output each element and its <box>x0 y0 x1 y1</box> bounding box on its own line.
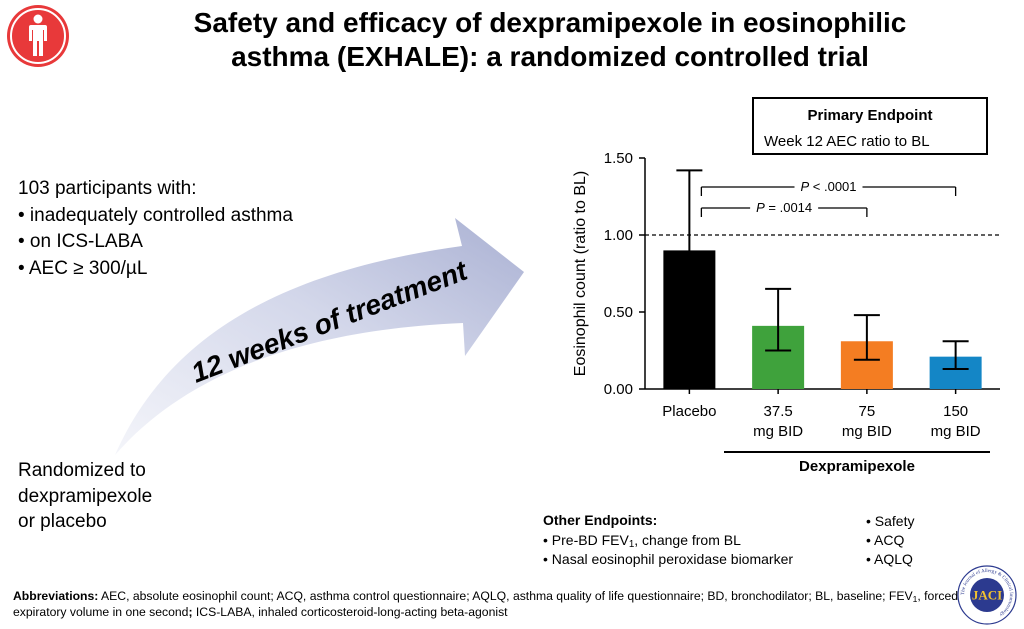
p-value-label: P = .0014 <box>756 200 812 215</box>
other-endpoint-item: • AQLQ <box>866 551 913 567</box>
title-line-2: asthma (EXHALE): a randomized controlled… <box>231 41 869 72</box>
x-tick-label: 37.5 <box>764 403 793 420</box>
x-tick-label: 150 <box>943 403 968 420</box>
randomization-line: or placebo <box>18 511 107 532</box>
x-tick-label: 75 <box>859 403 876 420</box>
primary-endpoint-title: Primary Endpoint <box>807 107 933 124</box>
dexpramipexole-group-label: Dexpramipexole <box>799 458 915 475</box>
page-title: Safety and efficacy of dexpramipexole in… <box>140 6 960 74</box>
participant-criterion: • inadequately controlled asthma <box>18 204 293 226</box>
person-icon <box>7 5 69 67</box>
randomization-line: Randomized to <box>18 460 146 481</box>
x-tick-label: mg BID <box>842 423 892 440</box>
x-tick-label: mg BID <box>753 423 803 440</box>
y-tick-label: 0.00 <box>604 381 633 398</box>
other-endpoints-right-list: • Safety • ACQ • AQLQ <box>866 512 914 569</box>
x-tick-label: mg BID <box>931 423 981 440</box>
randomization-text: Randomized to dexpramipexole or placebo <box>18 458 152 535</box>
y-tick-label: 1.50 <box>604 150 633 167</box>
randomization-line: dexpramipexole <box>18 485 153 507</box>
other-endpoint-item: • Pre-BD FEV1, change from BL <box>543 532 741 550</box>
primary-endpoint-text: Week 12 AEC ratio to BL <box>764 133 930 150</box>
title-line-1: Safety and efficacy of dexpramipexole in… <box>193 7 907 38</box>
other-endpoint-item: • Nasal eosinophil peroxidase biomarker <box>543 551 794 567</box>
dexpramipexole-group-line <box>724 451 990 453</box>
other-endpoints-list: • Pre-BD FEV1, change from BL • Nasal eo… <box>543 531 793 569</box>
other-endpoint-item: • ACQ <box>866 532 905 548</box>
y-axis-label: Eosinophil count (ratio to BL) <box>572 171 589 376</box>
eosinophil-bar-chart: 0.00 0.50 1.00 1.50 Eosinophil count (ratio … <box>572 150 1000 440</box>
participants-heading: 103 participants with: <box>18 178 197 199</box>
jaci-logo: The Journal of Allergy & Clinical Immuno… <box>957 565 1017 625</box>
y-tick-label: 0.50 <box>604 304 633 321</box>
x-tick-label: Placebo <box>662 403 716 420</box>
p-value-label: P < .0001 <box>800 179 856 194</box>
y-tick-label: 1.00 <box>604 227 633 244</box>
svg-text:JACI: JACI <box>972 588 1002 603</box>
participant-criterion: • on ICS-LABA <box>18 231 143 252</box>
primary-endpoint-box: Primary Endpoint Week 12 AEC ratio to BL <box>752 97 988 155</box>
participants-block: 103 participants with: • inadequately co… <box>18 176 293 282</box>
abbreviations-footnote: Abbreviations: AEC, absolute eosinophil … <box>13 589 959 619</box>
participant-criterion: • AEC ≥ 300/µL <box>18 257 148 279</box>
other-endpoint-item: • Safety <box>866 513 915 529</box>
other-endpoints-title: Other Endpoints: <box>543 512 658 528</box>
